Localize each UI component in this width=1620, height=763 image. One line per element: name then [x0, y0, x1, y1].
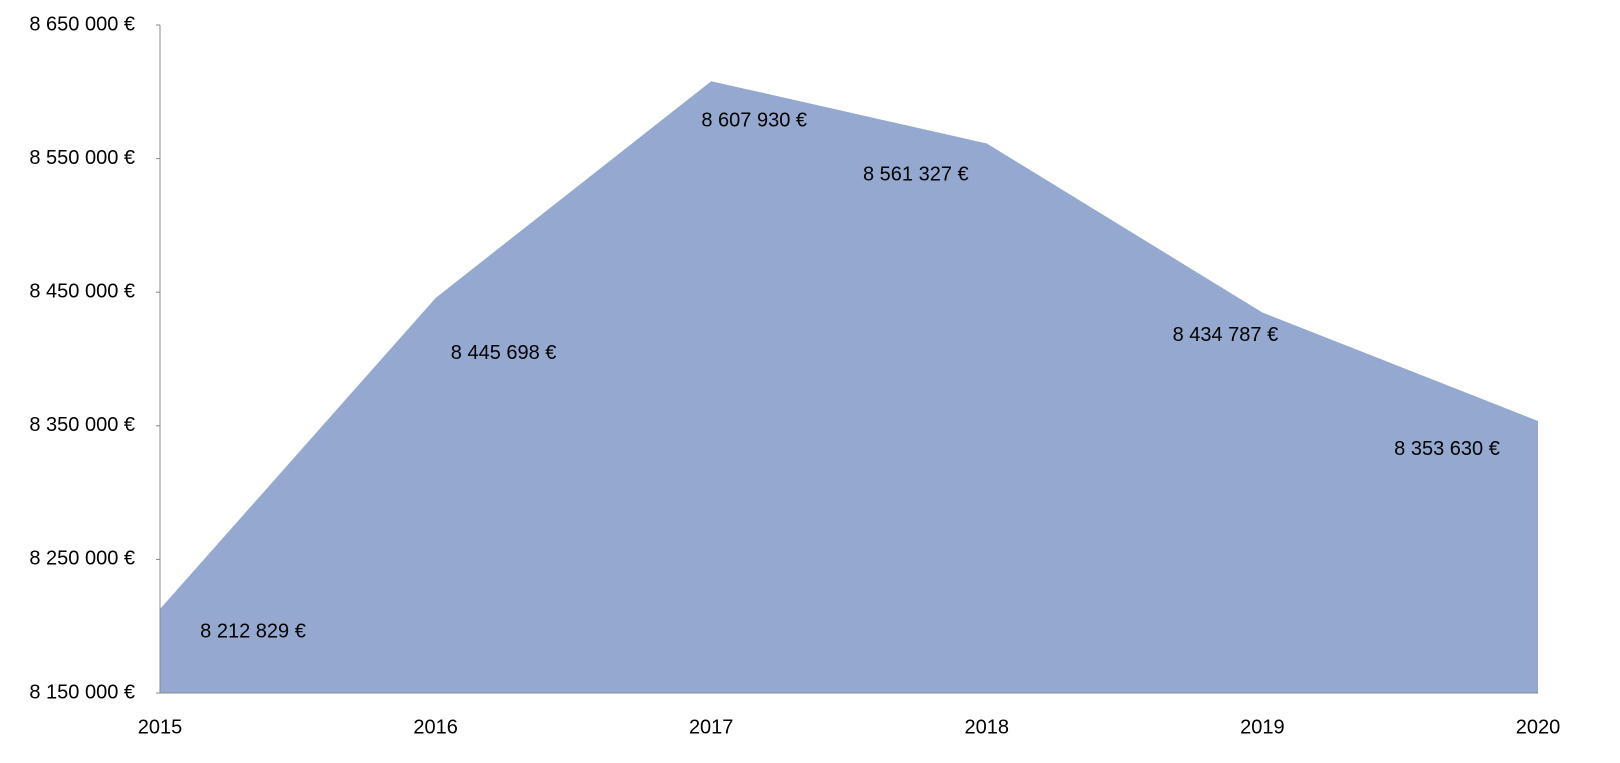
data-label: 8 445 698 € [451, 342, 557, 364]
x-tick-label: 2019 [1240, 716, 1285, 738]
x-tick-label: 2015 [138, 716, 183, 738]
y-tick-label: 8 250 000 € [29, 548, 135, 570]
data-label: 8 434 787 € [1173, 324, 1279, 346]
data-label: 8 353 630 € [1394, 438, 1500, 460]
y-tick-label: 8 150 000 € [29, 681, 135, 703]
y-tick-label: 8 350 000 € [29, 414, 135, 436]
x-tick-label: 2016 [413, 716, 458, 738]
data-label: 8 561 327 € [863, 164, 969, 186]
y-tick-label: 8 650 000 € [29, 13, 135, 35]
y-tick-label: 8 550 000 € [29, 147, 135, 169]
data-label: 8 212 829 € [200, 620, 306, 642]
data-label: 8 607 930 € [701, 109, 807, 131]
x-tick-label: 2020 [1516, 716, 1561, 738]
area [160, 81, 1538, 694]
x-tick-label: 2017 [689, 716, 734, 738]
y-tick-label: 8 450 000 € [29, 280, 135, 302]
x-tick-label: 2018 [965, 716, 1010, 738]
